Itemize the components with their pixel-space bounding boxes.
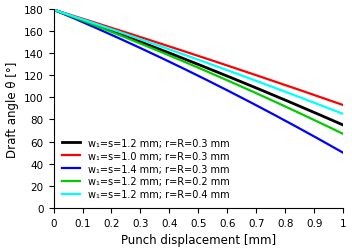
w₁=s=1.4 mm; r=R=0.3 mm bbox=[341, 152, 345, 155]
w₁=s=1.2 mm; r=R=0.2 mm bbox=[51, 9, 56, 12]
w₁=s=1.2 mm; r=R=0.4 mm bbox=[289, 93, 293, 96]
w₁=s=1.4 mm; r=R=0.3 mm bbox=[208, 81, 212, 84]
w₁=s=1.4 mm; r=R=0.3 mm bbox=[51, 9, 56, 12]
w₁=s=1.0 mm; r=R=0.3 mm bbox=[208, 59, 212, 62]
w₁=s=1.2 mm; r=R=0.4 mm bbox=[334, 110, 338, 113]
w₁=s=1.2 mm; r=R=0.4 mm bbox=[191, 57, 195, 60]
w₁=s=1.2 mm; r=R=0.3 mm bbox=[51, 9, 56, 12]
w₁=s=1.2 mm; r=R=0.2 mm bbox=[224, 79, 228, 82]
w₁=s=1.2 mm; r=R=0.2 mm bbox=[289, 108, 293, 111]
w₁=s=1.2 mm; r=R=0.2 mm bbox=[208, 72, 212, 75]
w₁=s=1.2 mm; r=R=0.4 mm bbox=[224, 69, 228, 72]
Line: w₁=s=1.2 mm; r=R=0.3 mm: w₁=s=1.2 mm; r=R=0.3 mm bbox=[54, 11, 343, 125]
w₁=s=1.2 mm; r=R=0.3 mm bbox=[191, 61, 195, 65]
w₁=s=1.2 mm; r=R=0.4 mm bbox=[341, 113, 345, 116]
w₁=s=1.4 mm; r=R=0.3 mm bbox=[191, 72, 195, 75]
w₁=s=1.2 mm; r=R=0.3 mm bbox=[208, 68, 212, 71]
w₁=s=1.2 mm; r=R=0.2 mm bbox=[341, 133, 345, 136]
w₁=s=1.2 mm; r=R=0.3 mm bbox=[341, 124, 345, 127]
Line: w₁=s=1.0 mm; r=R=0.3 mm: w₁=s=1.0 mm; r=R=0.3 mm bbox=[54, 11, 343, 106]
w₁=s=1.2 mm; r=R=0.2 mm bbox=[334, 130, 338, 133]
w₁=s=1.0 mm; r=R=0.3 mm bbox=[341, 104, 345, 107]
w₁=s=1.0 mm; r=R=0.3 mm bbox=[224, 64, 228, 67]
w₁=s=1.2 mm; r=R=0.2 mm bbox=[189, 64, 193, 67]
w₁=s=1.2 mm; r=R=0.4 mm bbox=[189, 56, 193, 59]
w₁=s=1.2 mm; r=R=0.3 mm bbox=[189, 61, 193, 64]
Line: w₁=s=1.2 mm; r=R=0.2 mm: w₁=s=1.2 mm; r=R=0.2 mm bbox=[54, 11, 343, 134]
w₁=s=1.2 mm; r=R=0.3 mm bbox=[289, 102, 293, 105]
w₁=s=1.0 mm; r=R=0.3 mm bbox=[189, 53, 193, 56]
w₁=s=1.0 mm; r=R=0.3 mm bbox=[334, 102, 338, 105]
w₁=s=1.2 mm; r=R=0.4 mm bbox=[51, 9, 56, 12]
Line: w₁=s=1.4 mm; r=R=0.3 mm: w₁=s=1.4 mm; r=R=0.3 mm bbox=[54, 11, 343, 153]
w₁=s=1.0 mm; r=R=0.3 mm bbox=[191, 53, 195, 56]
w₁=s=1.2 mm; r=R=0.3 mm bbox=[224, 75, 228, 78]
w₁=s=1.4 mm; r=R=0.3 mm bbox=[224, 89, 228, 92]
w₁=s=1.4 mm; r=R=0.3 mm bbox=[189, 72, 193, 75]
Legend: w₁=s=1.2 mm; r=R=0.3 mm, w₁=s=1.0 mm; r=R=0.3 mm, w₁=s=1.4 mm; r=R=0.3 mm, w₁=s=: w₁=s=1.2 mm; r=R=0.3 mm, w₁=s=1.0 mm; r=… bbox=[58, 134, 233, 204]
w₁=s=1.4 mm; r=R=0.3 mm bbox=[289, 123, 293, 126]
w₁=s=1.0 mm; r=R=0.3 mm bbox=[289, 86, 293, 89]
w₁=s=1.0 mm; r=R=0.3 mm bbox=[51, 9, 56, 12]
Line: w₁=s=1.2 mm; r=R=0.4 mm: w₁=s=1.2 mm; r=R=0.4 mm bbox=[54, 11, 343, 114]
X-axis label: Punch displacement [mm]: Punch displacement [mm] bbox=[121, 234, 276, 246]
w₁=s=1.4 mm; r=R=0.3 mm bbox=[334, 148, 338, 151]
w₁=s=1.2 mm; r=R=0.2 mm bbox=[191, 65, 195, 68]
w₁=s=1.2 mm; r=R=0.3 mm bbox=[334, 121, 338, 124]
w₁=s=1.2 mm; r=R=0.4 mm bbox=[208, 63, 212, 66]
Y-axis label: Draft angle θ [°]: Draft angle θ [°] bbox=[6, 61, 19, 157]
